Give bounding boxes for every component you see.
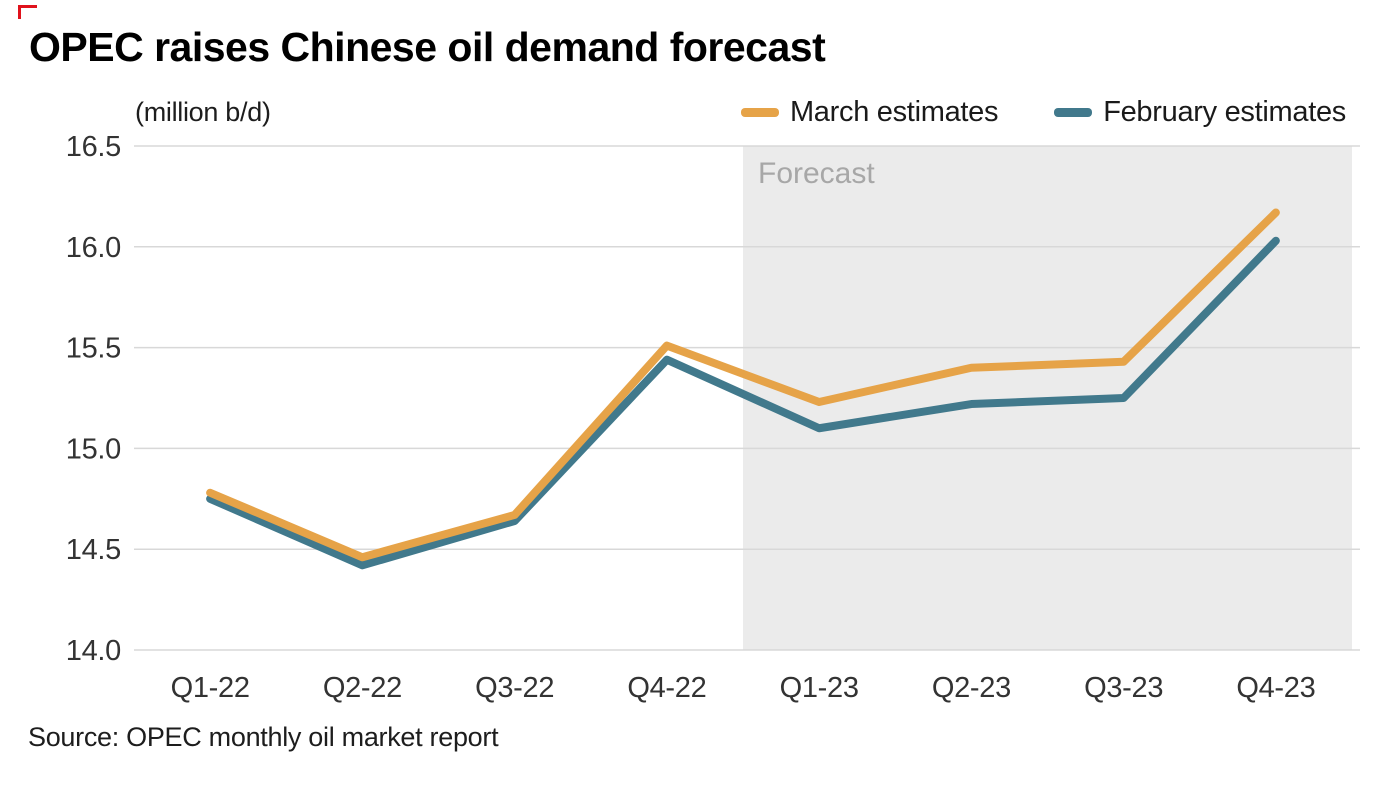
- x-tick-label: Q3-23: [1084, 672, 1163, 704]
- legend: March estimates February estimates: [740, 96, 1346, 129]
- chart-title: OPEC raises Chinese oil demand forecast: [29, 24, 826, 70]
- legend-label-march: March estimates: [789, 96, 999, 128]
- y-tick-label: 14.0: [66, 635, 121, 667]
- series-line-march-estimates: [206, 208, 1280, 562]
- x-tick-label: Q2-22: [323, 672, 402, 704]
- y-tick-label: 16.0: [66, 232, 121, 264]
- legend-label-february: February estimates: [1103, 96, 1346, 128]
- y-tick-label: 16.5: [66, 131, 121, 163]
- y-tick-label: 14.5: [66, 534, 121, 566]
- legend-swatch-february: [1054, 108, 1093, 117]
- y-tick-label: 15.0: [66, 433, 121, 465]
- x-tick-label: Q1-22: [171, 672, 250, 704]
- y-axis-unit-label: (million b/d): [135, 97, 271, 127]
- forecast-label: Forecast: [758, 157, 875, 190]
- y-tick-label: 15.5: [66, 333, 121, 365]
- x-tick-label: Q2-23: [932, 672, 1011, 704]
- x-tick-label: Q4-22: [627, 672, 706, 704]
- source-note: Source: OPEC monthly oil market report: [28, 722, 499, 752]
- series-line-february-estimates: [206, 236, 1280, 570]
- legend-swatch-march: [740, 108, 779, 117]
- x-tick-label: Q3-22: [475, 672, 554, 704]
- x-tick-label: Q1-23: [780, 672, 859, 704]
- x-tick-label: Q4-23: [1236, 672, 1315, 704]
- brand-corner-mark: [18, 5, 37, 19]
